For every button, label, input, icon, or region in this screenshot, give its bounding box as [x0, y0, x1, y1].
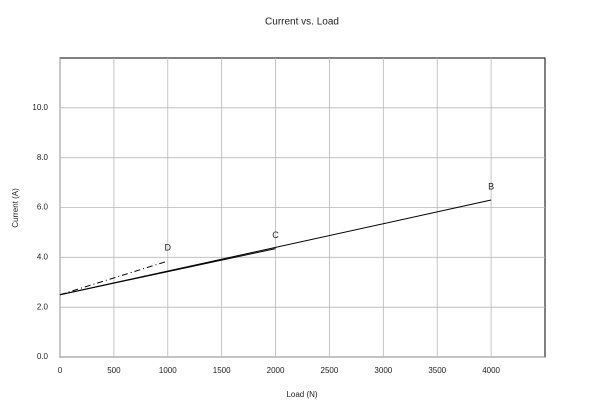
series-label: B: [488, 181, 494, 191]
data-line: [59, 260, 168, 296]
x-tick-label: 4000: [482, 366, 500, 375]
y-axis-label: Current (A): [11, 188, 20, 228]
x-tick-label: 500: [107, 366, 121, 375]
x-tick-label: 2000: [267, 366, 285, 375]
y-tick-label: 10.0: [32, 103, 48, 112]
x-axis-label: Load (N): [286, 390, 317, 399]
y-tick-label: 2.0: [37, 302, 49, 311]
x-tick-label: 1000: [159, 366, 177, 375]
y-tick-label: 4.0: [37, 252, 49, 261]
x-tick-label: 0: [58, 366, 63, 375]
x-tick-label: 3000: [374, 366, 392, 375]
chart-title: Current vs. Load: [265, 17, 339, 28]
series-label: C: [272, 230, 279, 240]
x-tick-label: 1500: [213, 366, 231, 375]
x-tick-label: 2500: [321, 366, 339, 375]
y-tick-label: 0.0: [37, 352, 49, 361]
y-tick-label: 8.0: [37, 153, 49, 162]
data-line: [59, 248, 276, 296]
series-label: D: [165, 242, 172, 252]
x-tick-label: 3500: [428, 366, 446, 375]
y-tick-label: 6.0: [37, 203, 49, 212]
